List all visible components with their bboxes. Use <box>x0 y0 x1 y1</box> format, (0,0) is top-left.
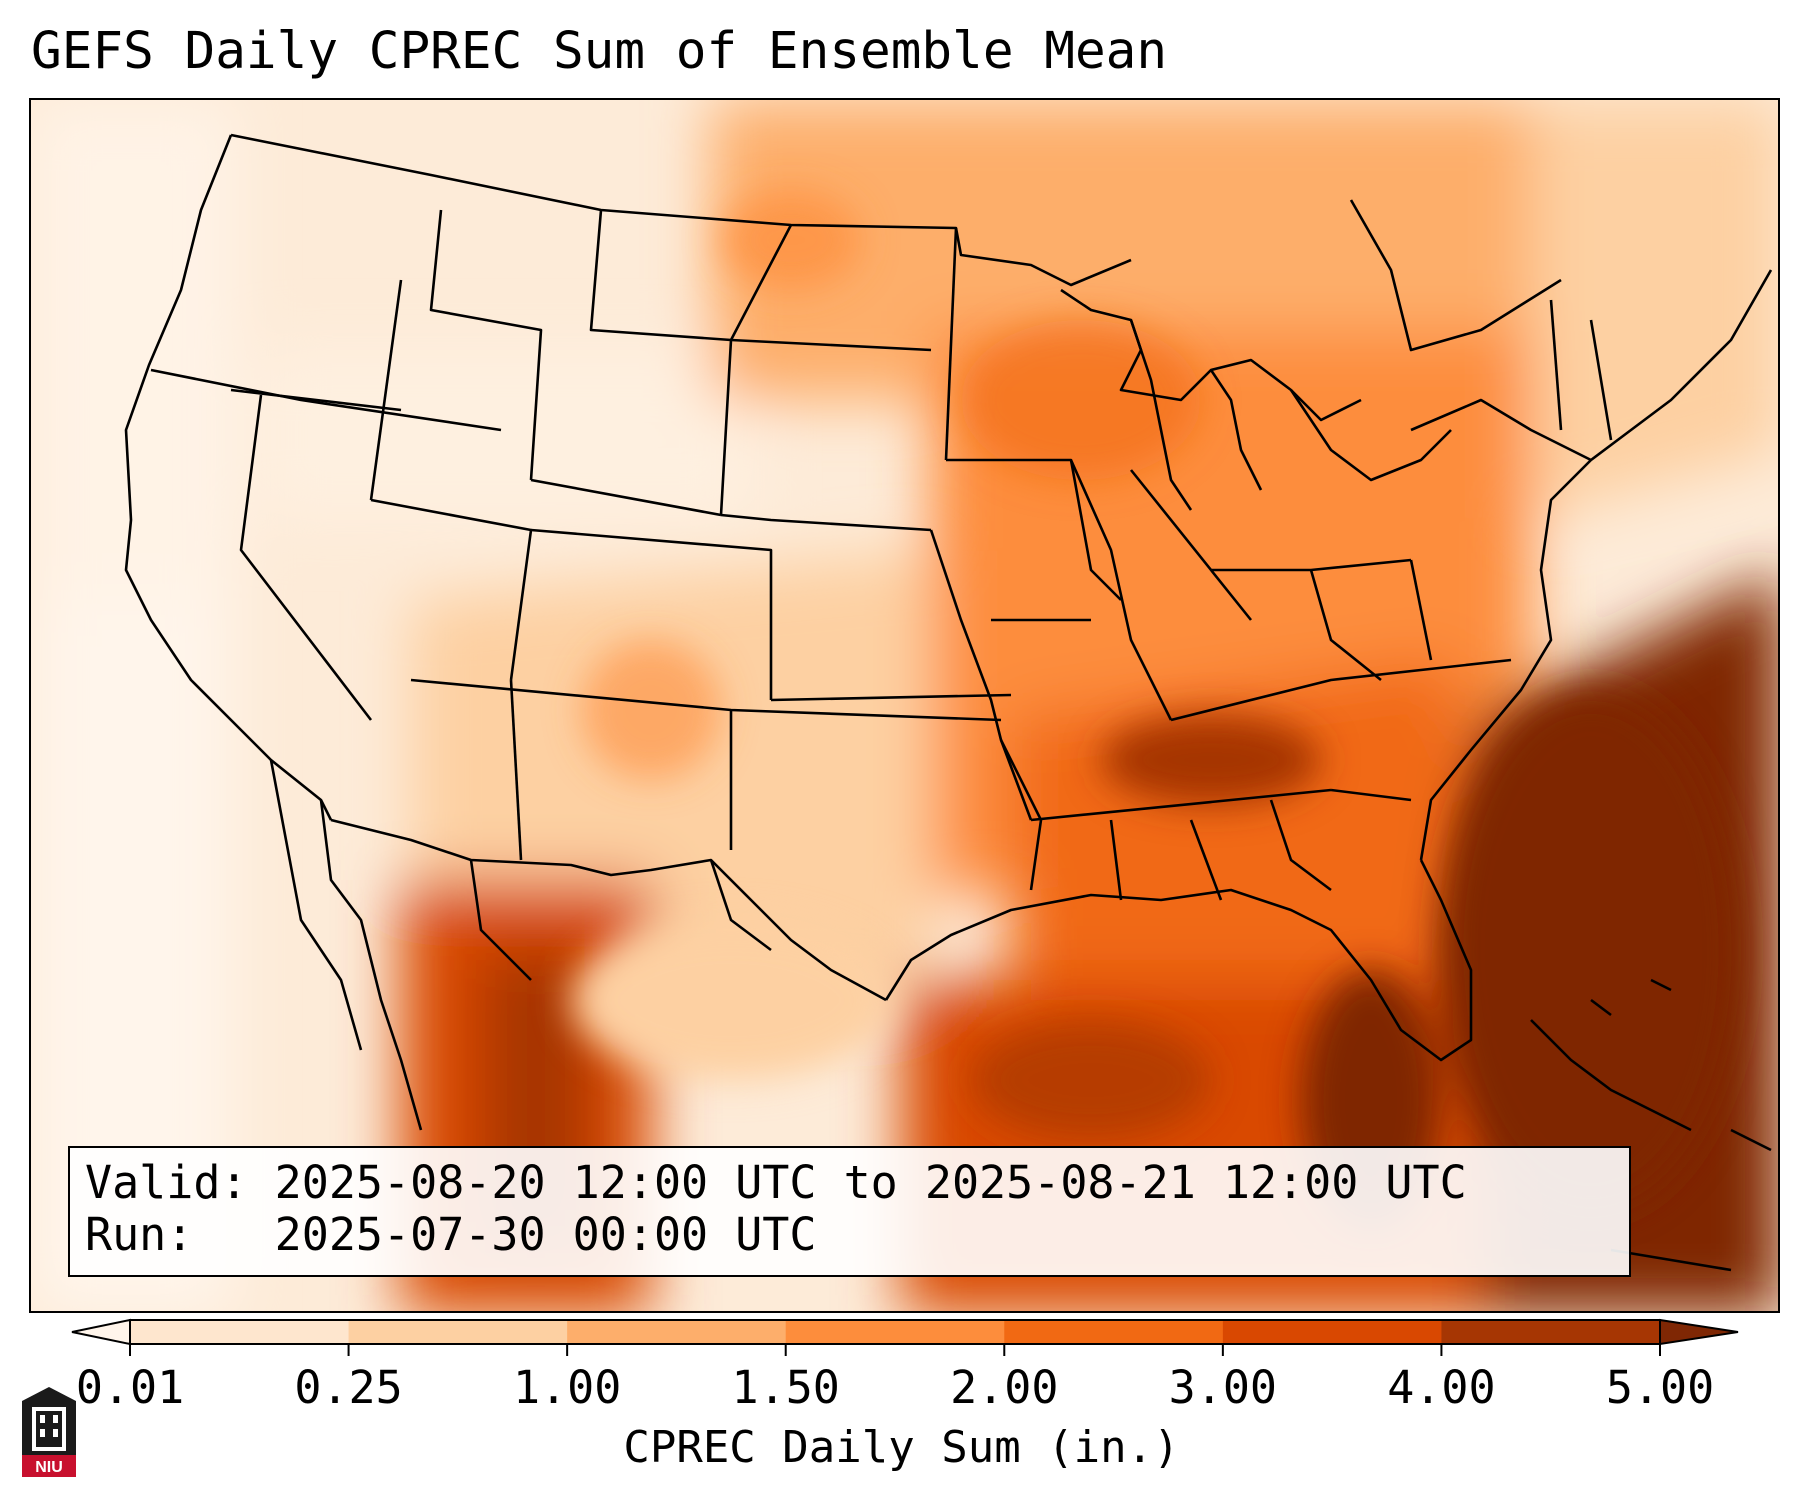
precipitation-map[interactable] <box>31 100 1780 1313</box>
colorbar-under-extend <box>71 1318 131 1346</box>
colorbar-segment <box>348 1320 568 1344</box>
colorbar-label: CPREC Daily Sum (in.) <box>623 1422 1180 1473</box>
colorbar-ticks <box>129 1344 1661 1356</box>
colorbar-tick-label: 3.00 <box>1168 1361 1278 1414</box>
colorbar-outline <box>129 1319 1661 1345</box>
niu-logo: NIU <box>22 1387 76 1477</box>
colorbar-segment <box>785 1320 1005 1344</box>
colorbar-tick-label: 2.00 <box>950 1361 1059 1414</box>
colorbar-tick-label: 5.00 <box>1605 1361 1715 1414</box>
niu-logo-text: NIU <box>35 1459 63 1476</box>
colorbar-tick-label: 4.00 <box>1387 1361 1496 1414</box>
map-panel[interactable] <box>29 98 1780 1313</box>
colorbar-segment <box>567 1320 787 1344</box>
colorbar-segment <box>1004 1320 1224 1344</box>
boundaries <box>124 133 1773 1272</box>
colorbar-segment <box>1222 1320 1442 1344</box>
map-title: GEFS Daily CPREC Sum of Ensemble Mean <box>31 22 1168 81</box>
colorbar-tick-label: 1.00 <box>512 1361 622 1414</box>
colorbar-tick-label: 0.01 <box>75 1361 185 1414</box>
colorbar-segment <box>1441 1320 1661 1344</box>
colorbar-segments <box>71 1318 1739 1346</box>
colorbar-segment <box>130 1320 350 1344</box>
valid-time-text: Valid: 2025-08-20 12:00 UTC to 2025-08-2… <box>85 1156 1467 1209</box>
precip-field <box>31 100 1778 1311</box>
validity-info-box: Valid: 2025-08-20 12:00 UTC to 2025-08-2… <box>68 1146 1631 1277</box>
colorbar-tick-label: 0.25 <box>294 1361 403 1414</box>
colorbar-over-extend <box>1659 1318 1739 1346</box>
run-time-text: Run: 2025-07-30 00:00 UTC <box>85 1208 817 1261</box>
colorbar-tick-label: 1.50 <box>731 1361 840 1414</box>
colorbar <box>71 1318 1739 1356</box>
